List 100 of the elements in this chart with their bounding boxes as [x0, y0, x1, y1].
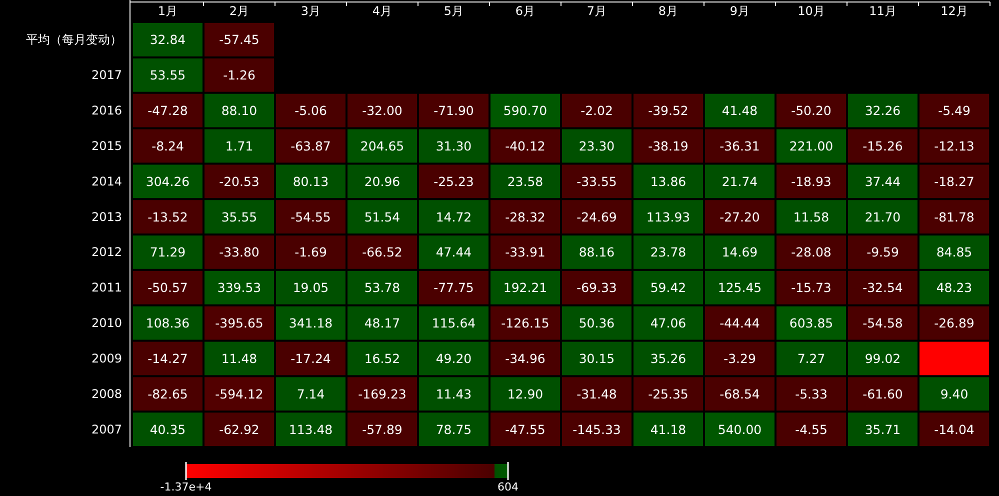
y-tick-label: 2012 [91, 245, 122, 260]
data-label: 540.00 [718, 422, 762, 437]
data-label: -69.33 [576, 280, 617, 296]
data-label: 339.53 [217, 280, 262, 296]
x-tick-label: 9月 [730, 4, 750, 18]
data-label: 23.58 [507, 174, 544, 189]
data-label: -81.78 [934, 209, 974, 224]
x-tick-label: 7月 [586, 4, 607, 18]
data-label: 7.14 [296, 386, 325, 402]
data-label: -82.65 [148, 386, 188, 402]
data-label: 108.36 [146, 316, 190, 331]
x-tick-label: 6月 [515, 4, 536, 18]
data-label: 11.58 [793, 209, 830, 224]
data-label: 12.90 [507, 386, 544, 402]
data-label: -5.06 [294, 103, 327, 118]
data-label: 80.13 [292, 174, 329, 189]
x-tick-label: 1月 [158, 4, 178, 18]
data-label: -14.27 [148, 350, 188, 366]
data-label: -9.59 [866, 244, 899, 260]
data-label: 13.86 [650, 174, 686, 189]
data-label: -47.55 [505, 422, 546, 437]
y-tick-label: 2014 [91, 174, 122, 188]
data-label: -61.60 [862, 386, 903, 402]
data-label: 99.02 [864, 350, 901, 366]
x-tick-label: 11月 [869, 4, 896, 18]
x-tick-label: 8月 [658, 4, 678, 18]
data-label: -1.26 [223, 68, 256, 83]
data-label: 19.05 [292, 280, 329, 296]
data-label: -54.55 [290, 209, 331, 224]
data-label: 11.43 [436, 386, 472, 402]
data-label: -71.90 [434, 103, 474, 118]
x-tick-label: 2月 [229, 4, 250, 18]
y-tick-label: 2008 [91, 386, 122, 401]
data-label: 1.71 [225, 138, 254, 154]
data-label: 35.71 [864, 422, 901, 437]
data-label: -145.33 [572, 422, 621, 437]
data-label: 84.85 [936, 244, 972, 260]
data-label: 47.06 [650, 316, 686, 331]
y-tick-label: 2013 [91, 210, 122, 224]
data-label: -47.28 [148, 103, 188, 118]
data-label: 47.44 [436, 244, 472, 260]
y-tick-label: 2017 [91, 68, 122, 82]
data-label: -66.52 [362, 244, 402, 260]
data-label: 59.42 [650, 280, 686, 296]
data-label: -33.80 [219, 244, 260, 260]
x-tick-label: 3月 [300, 4, 321, 18]
data-label: 53.55 [150, 68, 186, 83]
data-label: -40.12 [505, 138, 546, 154]
data-label: -32.00 [362, 103, 402, 118]
data-label: 9.40 [940, 386, 968, 402]
data-label: -25.23 [434, 174, 474, 189]
data-label: -32.54 [862, 280, 903, 296]
data-label: -594.12 [215, 386, 264, 402]
data-label: 35.26 [650, 350, 686, 366]
data-label: 341.18 [288, 316, 333, 331]
data-label: -28.32 [505, 209, 546, 224]
data-label: 30.15 [578, 350, 615, 366]
data-label: -13.52 [148, 209, 188, 224]
data-label: 20.96 [364, 174, 400, 189]
data-label: -18.93 [791, 174, 832, 189]
data-label: -25.35 [648, 386, 688, 402]
data-label: 71.29 [150, 244, 186, 260]
data-label: -62.92 [219, 422, 260, 437]
data-label: -1.69 [294, 244, 327, 260]
data-label: -38.19 [648, 138, 688, 154]
data-label: 32.26 [864, 103, 901, 118]
data-label: -5.33 [795, 386, 828, 402]
data-label: 41.18 [650, 422, 686, 437]
y-tick-label: 平均（每月变动） [26, 32, 122, 47]
y-tick-label: 2015 [91, 138, 122, 153]
data-label: 35.55 [221, 209, 258, 224]
data-label: 113.93 [646, 209, 690, 224]
color-bar-label: 604 [498, 480, 518, 494]
data-label: 88.10 [221, 103, 258, 118]
data-label: 125.45 [718, 280, 762, 296]
data-label: -54.58 [862, 316, 903, 331]
data-label: 50.36 [578, 316, 615, 331]
data-label: 48.23 [936, 280, 972, 296]
x-tick-label: 4月 [372, 4, 392, 18]
y-tick-label: 2010 [91, 316, 122, 330]
data-label: -17.24 [290, 350, 331, 366]
data-label: 31.30 [436, 138, 472, 154]
data-label: 32.84 [150, 32, 186, 48]
data-label: -63.87 [290, 138, 331, 154]
data-label: -169.23 [358, 386, 406, 402]
data-label: -8.24 [152, 138, 184, 154]
y-tick-label: 2011 [91, 280, 122, 295]
data-label: -3.29 [724, 350, 756, 366]
data-label: -77.75 [434, 280, 474, 296]
data-label: 23.78 [650, 244, 686, 260]
data-label: 41.48 [722, 103, 758, 118]
data-label: -39.52 [648, 103, 688, 118]
data-label: 48.17 [364, 316, 400, 331]
data-label: -36.31 [720, 138, 760, 154]
data-label: 40.35 [150, 422, 186, 437]
data-label: 51.54 [364, 209, 400, 224]
data-label: 23.30 [578, 138, 615, 154]
data-label: 7.27 [797, 350, 826, 366]
data-label: 192.21 [503, 280, 548, 296]
data-label: 21.70 [864, 209, 901, 224]
